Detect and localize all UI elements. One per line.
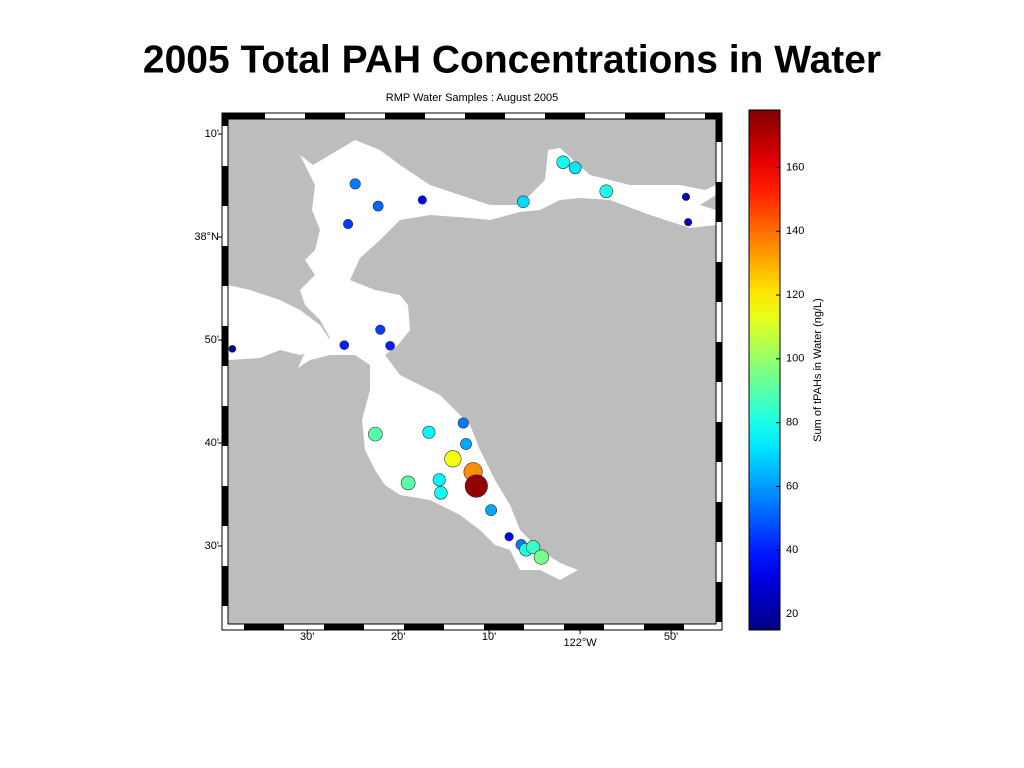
sample-point [681, 192, 691, 201]
y-tick-label: 10' [205, 128, 219, 140]
colorbar [748, 109, 781, 631]
sample-point [343, 218, 354, 230]
sample-point [375, 324, 386, 335]
x-tick-label: 50' [664, 631, 678, 643]
sample-point [400, 475, 416, 491]
y-tick-label: 38°N [194, 231, 219, 243]
sample-point [599, 184, 614, 199]
colorbar-tick-label: 80 [786, 417, 798, 429]
y-tick-label: 40' [205, 437, 219, 449]
sample-point [349, 178, 361, 190]
colorbar-tick-label: 140 [786, 225, 804, 237]
bay-water [298, 140, 716, 580]
sample-point [568, 161, 582, 175]
sample-point [517, 195, 530, 209]
colorbar-tick-label: 120 [786, 289, 804, 301]
x-tick-label: 122°W [564, 637, 598, 649]
sample-point [556, 155, 570, 169]
y-tick-label: 50' [205, 334, 219, 346]
x-tick-label: 10' [482, 631, 496, 643]
sample-point [368, 426, 383, 442]
colorbar-tick-label: 100 [786, 353, 804, 365]
map-title: RMP Water Samples : August 2005 [386, 92, 558, 104]
sample-point [417, 195, 427, 205]
map-frame [221, 112, 723, 631]
colorbar-tick-label: 40 [786, 544, 798, 556]
ocean-water [228, 285, 330, 360]
sample-point [228, 345, 237, 353]
colorbar-tick-label: 60 [786, 480, 798, 492]
sample-point [684, 218, 693, 227]
sample-point [533, 549, 549, 565]
sample-point [372, 200, 384, 212]
colorbar-tick-label: 20 [786, 608, 798, 620]
sample-point [432, 473, 446, 487]
y-tick-label: 30' [205, 540, 219, 552]
sample-point [385, 340, 395, 351]
sample-point [464, 474, 488, 498]
sample-point [504, 532, 514, 542]
map-border [222, 113, 722, 630]
sample-point [526, 540, 541, 555]
map-inner-frame [227, 118, 717, 625]
sample-point [460, 438, 472, 450]
sample-point [422, 425, 436, 439]
sample-point [434, 486, 448, 500]
x-tick-label: 30' [300, 631, 314, 643]
sample-point [457, 417, 469, 429]
sample-point [485, 504, 498, 517]
sample-point [339, 340, 350, 350]
page-title: 2005 Total PAH Concentrations in Water [143, 38, 881, 81]
x-tick-label: 20' [391, 631, 405, 643]
colorbar-label: Sum of tPAHs in Water (ng/L) [812, 298, 824, 442]
sample-point [444, 450, 462, 468]
colorbar-tick-label: 160 [786, 161, 804, 173]
